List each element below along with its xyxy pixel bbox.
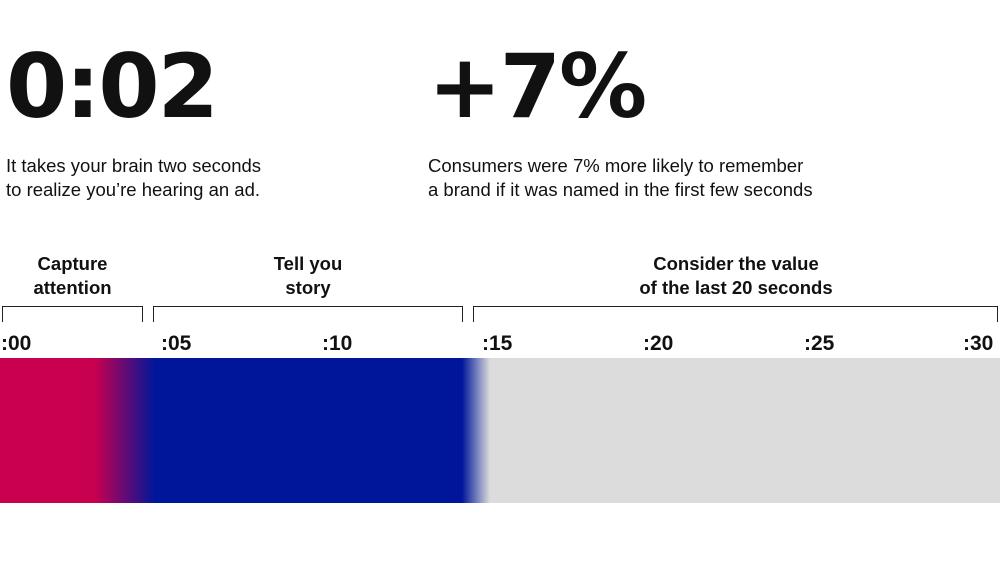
segment-bracket-capture — [2, 306, 143, 322]
tick-label-05: :05 — [161, 332, 192, 355]
tick-label-20: :20 — [643, 332, 674, 355]
stat-value-brand-recall: +7% — [428, 35, 647, 138]
tick-label-30: :30 — [963, 332, 994, 355]
segment-label-consider: Consider the value of the last 20 second… — [639, 253, 833, 298]
stat-brain-time: 0:02 It takes your brain two seconds to … — [6, 42, 406, 202]
stat-brand-recall: +7% Consumers were 7% more likely to rem… — [428, 42, 988, 202]
tick-label-25: :25 — [804, 332, 835, 355]
stat-value-brain-time: 0:02 — [6, 35, 219, 138]
segment-label-capture: Capture attention — [33, 253, 112, 298]
timeline-gradient-bar — [0, 358, 1000, 503]
tick-label-15: :15 — [482, 332, 513, 355]
segment-bracket-consider — [473, 306, 998, 322]
tick-label-10: :10 — [322, 332, 353, 355]
stat-description-brand-recall: Consumers were 7% more likely to remembe… — [428, 155, 813, 200]
stat-description-brain-time: It takes your brain two seconds to reali… — [6, 155, 262, 200]
segment-bracket-story — [153, 306, 463, 322]
tick-label-00: :00 — [1, 332, 32, 355]
segment-label-story: Tell you story — [273, 253, 343, 298]
